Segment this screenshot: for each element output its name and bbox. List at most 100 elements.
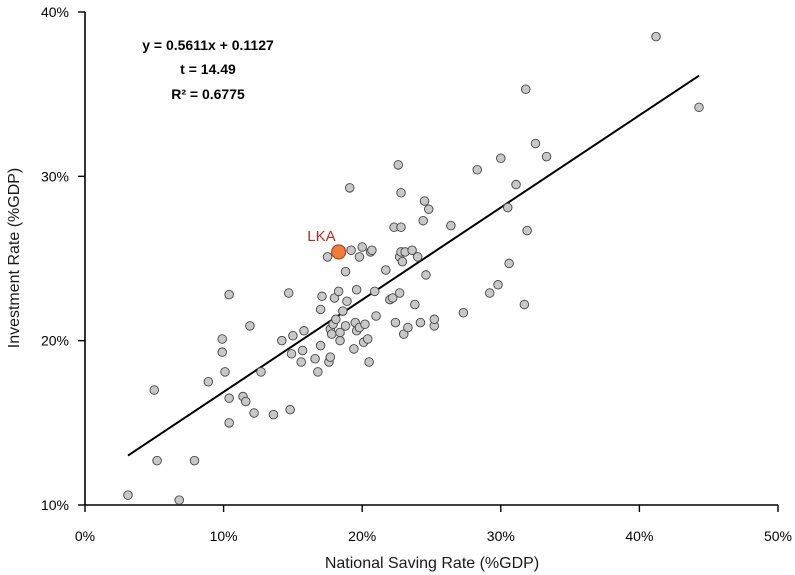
data-point [342,296,352,306]
data-point [326,329,337,339]
data-point [224,418,234,428]
data-point [351,284,362,295]
y-tick-label: 30% [41,168,69,184]
data-point [189,455,200,466]
x-axis-ticks: 0% 10% 20% 30% 40% 50% [75,505,792,544]
data-point [458,307,469,318]
data-point [396,188,406,198]
x-tick-label: 10% [210,528,238,544]
data-point [410,299,420,310]
data-point [268,409,279,420]
data-point [393,160,403,170]
data-point [317,291,327,302]
t-statistic: t = 14.49 [180,61,236,77]
x-tick-label: 40% [625,528,653,544]
r-squared: R² = 0.6775 [171,86,245,102]
data-point [418,215,428,226]
regression-equation: y = 0.5611x + 0.1127 [142,37,274,53]
data-point [313,367,323,377]
data-point [277,335,287,346]
data-point [387,293,398,303]
data-point [315,340,326,351]
x-tick-label: 50% [764,528,792,544]
data-point [174,495,184,505]
data-point [283,288,294,298]
data-point [412,252,423,262]
data-point [484,288,495,298]
data-point [502,202,513,213]
x-tick-label: 30% [487,528,515,544]
data-point [203,377,214,387]
data-point [403,322,413,333]
data-point [493,280,503,290]
data-point [286,349,297,359]
data-point [357,242,367,252]
data-point [651,31,661,42]
data-point [333,286,344,297]
data-point [381,265,391,275]
data-point [288,330,298,341]
data-point [362,334,373,344]
data-point [123,490,133,500]
data-point [421,270,431,280]
data-point [224,289,234,300]
data-point [364,357,374,367]
data-point [496,153,506,164]
data-point [522,225,532,236]
data-point [249,408,259,418]
data-point [152,455,162,466]
data-point [429,314,440,325]
data-point [407,245,417,256]
data-point [346,245,356,256]
data-point [520,84,531,94]
data-point [297,345,308,356]
data-point [149,385,160,395]
y-tick-label: 20% [41,333,69,349]
data-point [369,286,380,297]
y-tick-label: 40% [41,4,69,20]
data-point [397,257,408,267]
data-point [217,334,227,344]
data-point [519,299,530,310]
data-point [256,367,266,377]
data-point [322,252,333,262]
data-point [360,319,370,329]
data-point [310,353,320,364]
data-point [315,304,326,315]
data-point [349,344,359,354]
y-axis-title: Investment Rate (%GDP) [6,168,23,349]
x-axis-title: National Saving Rate (%GDP) [325,555,539,572]
y-tick-label: 10% [41,497,69,513]
data-point [335,335,345,346]
data-point [299,326,309,336]
x-tick-label: 20% [348,528,376,544]
x-tick-label: 0% [75,528,95,544]
data-point [285,404,295,415]
data-point [415,317,426,328]
data-points [123,31,704,505]
data-point [472,165,482,175]
data-point [530,138,541,149]
data-point [241,396,251,407]
data-point [340,266,351,277]
data-point [217,347,227,357]
data-point [224,393,234,403]
data-point [446,220,456,231]
data-point [220,367,230,377]
y-axis-ticks: 10% 20% 30% 40% [41,4,85,513]
data-point [371,311,381,321]
data-point [394,288,405,298]
data-point [504,258,514,269]
data-point [367,245,377,256]
trendline [127,74,700,457]
data-point [511,179,521,190]
data-point [335,327,345,338]
data-point [338,306,348,316]
data-point [325,352,336,362]
data-point [390,317,401,328]
highlight-point-lka [331,244,347,260]
data-point [340,321,351,331]
data-point [245,321,255,331]
data-point [396,222,406,233]
